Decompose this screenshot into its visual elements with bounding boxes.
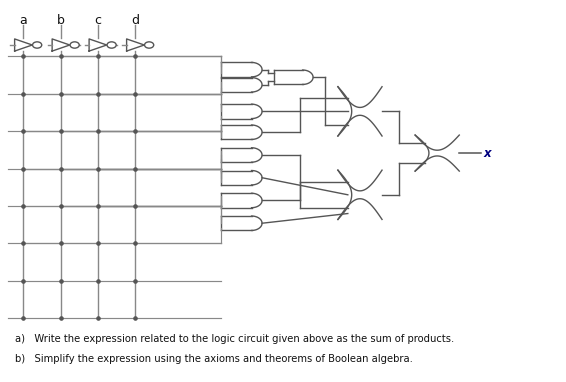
Circle shape	[144, 42, 154, 48]
Text: b: b	[57, 14, 65, 27]
Text: c: c	[95, 14, 101, 27]
Circle shape	[33, 42, 42, 48]
Text: a: a	[20, 14, 27, 27]
Text: a)   Write the expression related to the logic circuit given above as the sum of: a) Write the expression related to the l…	[15, 334, 454, 344]
Circle shape	[107, 42, 116, 48]
Text: x: x	[483, 147, 491, 160]
Text: b)   Simplify the expression using the axioms and theorems of Boolean algebra.: b) Simplify the expression using the axi…	[15, 354, 413, 364]
Circle shape	[70, 42, 79, 48]
Text: d: d	[131, 14, 139, 27]
